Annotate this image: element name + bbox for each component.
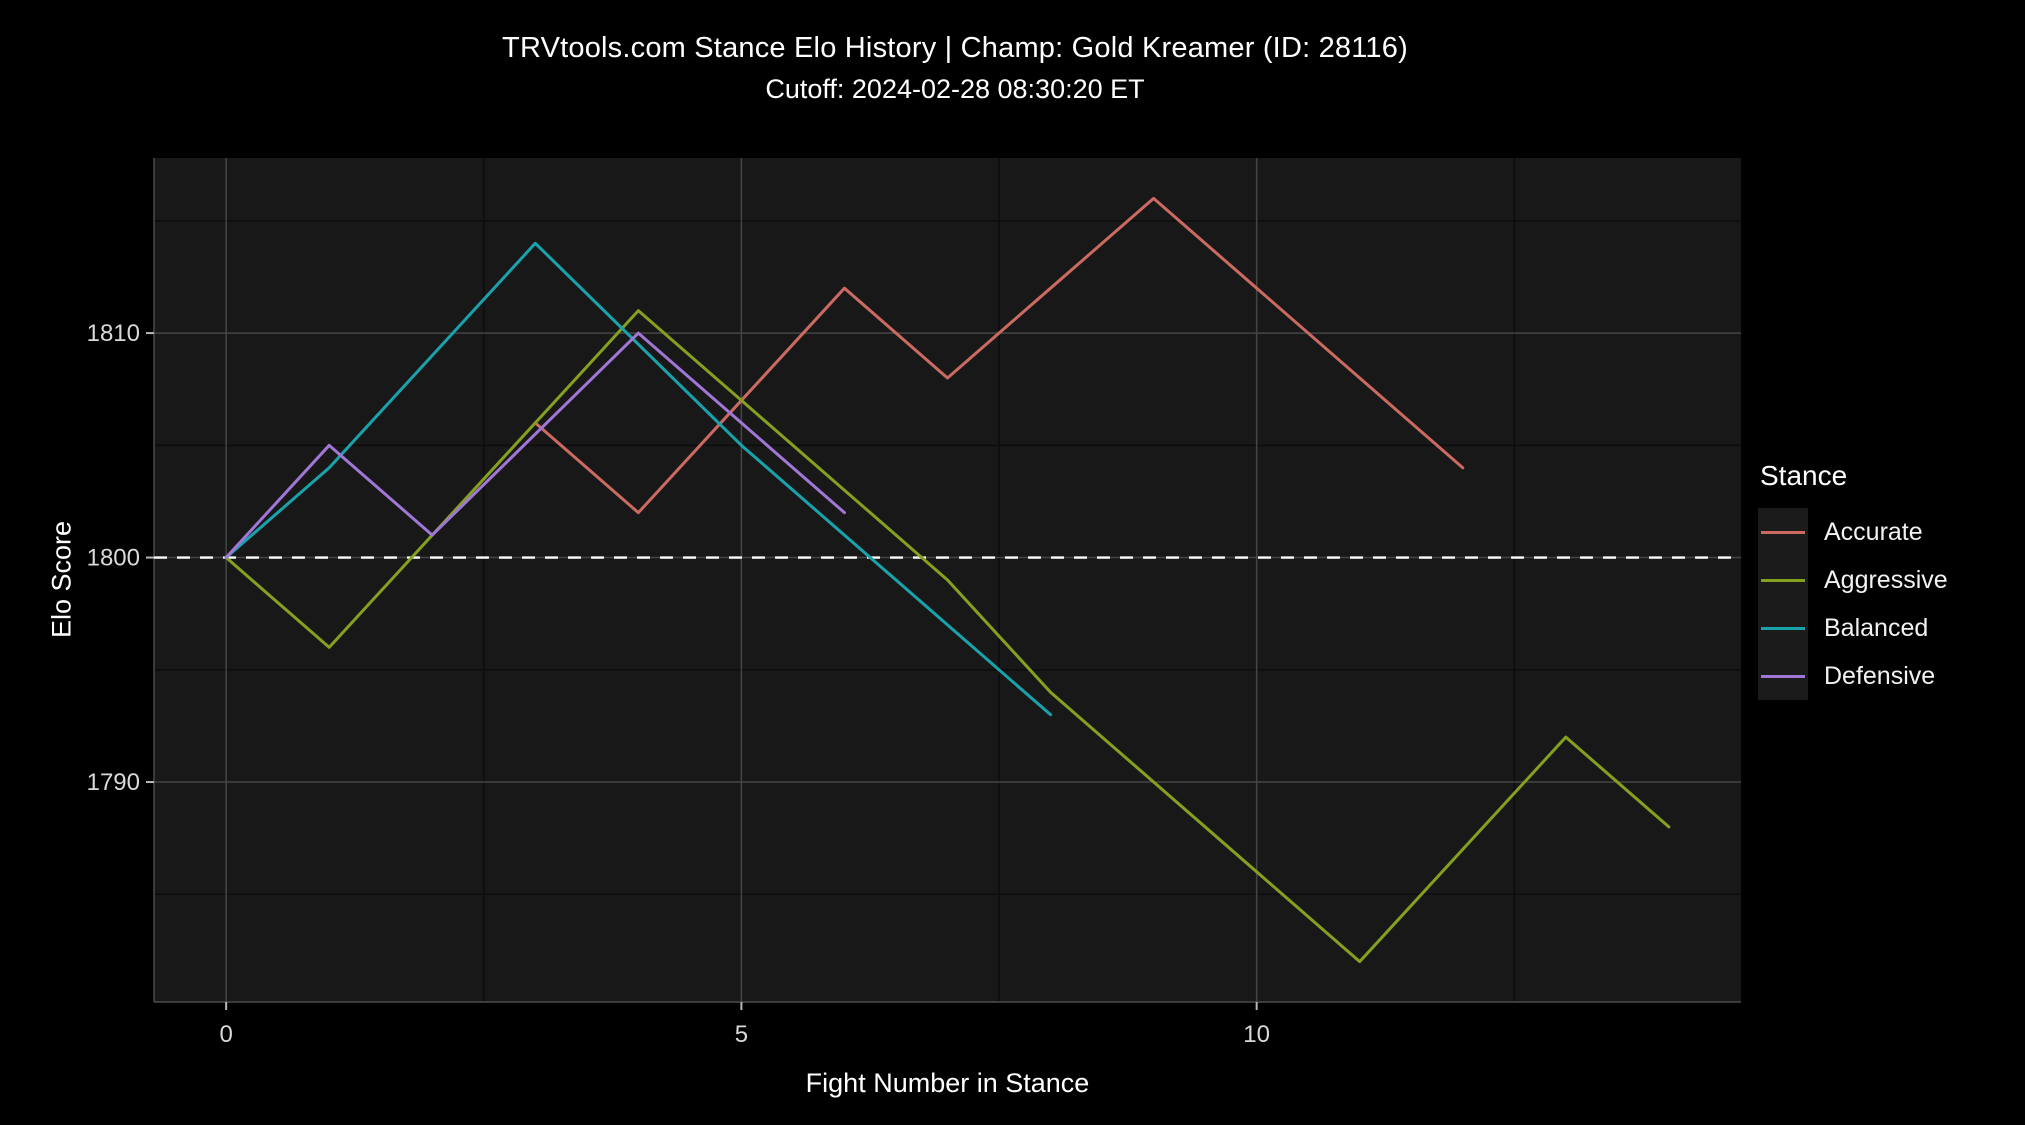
legend-item-aggressive: Aggressive — [1758, 556, 1948, 604]
x-axis-label: Fight Number in Stance — [805, 1068, 1090, 1098]
y-tick-label: 1810 — [87, 320, 140, 347]
x-tick-label: 5 — [735, 1021, 748, 1048]
legend-label: Aggressive — [1824, 565, 1948, 594]
legend-item-accurate: Accurate — [1758, 508, 1948, 556]
chart-title: TRVtools.com Stance Elo History | Champ:… — [502, 32, 1408, 64]
legend-key-accurate — [1758, 508, 1808, 556]
legend-swatch-icon — [1761, 626, 1805, 630]
legend-item-defensive: Defensive — [1758, 652, 1948, 700]
legend-label: Accurate — [1824, 517, 1923, 546]
x-tick-label: 10 — [1243, 1021, 1270, 1048]
x-tick-label: 0 — [219, 1021, 232, 1048]
legend-label: Defensive — [1824, 661, 1936, 690]
legend-key-defensive — [1758, 652, 1808, 700]
y-axis-label: Elo Score — [46, 520, 77, 639]
legend-swatch-icon — [1761, 578, 1805, 582]
series-line-aggressive — [224, 309, 1671, 964]
legend-title: Stance — [1760, 460, 1848, 491]
legend-swatch-icon — [1761, 530, 1805, 534]
axis-ticks: 0 5 10 1790 1800 1810 — [87, 320, 1270, 1048]
chart-subtitle: Cutoff: 2024-02-28 08:30:20 ET — [765, 74, 1145, 104]
legend: Stance Accurate Aggressive Balanced Defensi… — [1758, 460, 1948, 700]
legend-item-balanced: Balanced — [1758, 604, 1948, 652]
series-line-accurate — [533, 196, 1465, 515]
series-line-balanced — [224, 241, 1053, 717]
y-tick-label: 1800 — [87, 545, 140, 572]
series-line-defensive — [224, 331, 846, 560]
legend-label: Balanced — [1824, 613, 1929, 642]
y-tick-label: 1790 — [87, 769, 140, 796]
legend-key-aggressive — [1758, 556, 1808, 604]
minor-gridlines — [154, 158, 1741, 1002]
legend-swatch-icon — [1761, 674, 1805, 678]
legend-key-balanced — [1758, 604, 1808, 652]
